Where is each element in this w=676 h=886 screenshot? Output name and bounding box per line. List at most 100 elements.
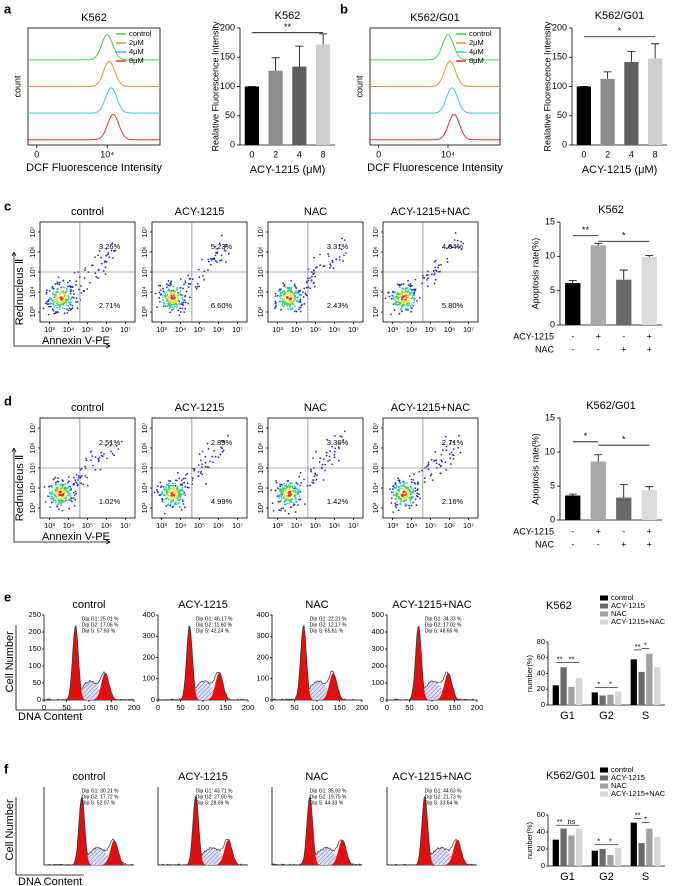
event-dot xyxy=(57,495,60,498)
bar xyxy=(591,692,598,705)
event-dot xyxy=(63,286,65,289)
x-tick-label: 10⁶ xyxy=(101,325,112,334)
event-dot xyxy=(75,297,78,300)
x-tick-label: 10⁵ xyxy=(425,325,436,334)
event-dot xyxy=(183,481,185,484)
event-dot xyxy=(413,299,416,301)
event-dot xyxy=(333,450,336,453)
event-dot xyxy=(171,491,174,494)
event-dot xyxy=(388,295,391,298)
event-dot xyxy=(416,488,419,491)
event-dot xyxy=(54,304,57,307)
legend-swatch xyxy=(600,619,608,625)
event-dot xyxy=(51,308,54,311)
event-dot xyxy=(100,262,103,265)
event-dot xyxy=(193,469,196,472)
event-dot xyxy=(157,491,159,494)
event-dot xyxy=(452,458,455,460)
event-dot xyxy=(54,476,57,479)
x-tick-label: 50 xyxy=(176,703,184,712)
event-dot xyxy=(430,473,433,475)
event-dot xyxy=(309,287,312,290)
histogram-curve xyxy=(370,113,500,141)
event-dot xyxy=(161,294,164,297)
condition-sign: - xyxy=(571,331,574,341)
event-dot xyxy=(295,481,298,484)
event-dot xyxy=(177,499,180,502)
event-dot xyxy=(294,305,296,308)
event-dot xyxy=(298,475,301,478)
bar xyxy=(615,691,622,705)
event-dot xyxy=(168,494,171,497)
event-dot xyxy=(75,284,77,286)
event-dot xyxy=(298,293,301,296)
event-dot xyxy=(296,491,299,493)
event-dot xyxy=(163,302,166,305)
condition-sign: + xyxy=(647,539,652,549)
bar xyxy=(599,849,606,866)
event-dot xyxy=(171,306,174,309)
y-tick-label: 0 xyxy=(541,861,545,870)
x-tick-label: 100 xyxy=(83,703,96,712)
event-dot xyxy=(444,435,447,438)
event-dot xyxy=(447,246,450,249)
event-dot xyxy=(338,259,341,261)
bar xyxy=(590,461,606,520)
error-bar xyxy=(619,269,628,280)
event-dot xyxy=(315,450,317,453)
event-dot xyxy=(186,486,189,489)
x-tick-label: 10³ xyxy=(272,325,283,334)
event-dot xyxy=(395,491,398,494)
event-dot xyxy=(65,297,68,300)
event-dot xyxy=(181,297,184,299)
histogram-outline xyxy=(386,625,477,701)
event-dot xyxy=(392,298,395,300)
event-dot xyxy=(165,297,167,299)
event-dot xyxy=(271,502,274,504)
event-dot xyxy=(182,500,184,502)
event-dot xyxy=(314,473,317,476)
bar xyxy=(616,497,632,520)
event-dot xyxy=(414,498,417,501)
event-dot xyxy=(322,265,325,268)
event-dot xyxy=(216,248,219,250)
y-tick-label: 20 xyxy=(537,684,545,693)
event-dot xyxy=(169,284,172,287)
quadrant-percent: 4.99% xyxy=(211,497,233,506)
event-dot xyxy=(313,269,315,272)
event-dot xyxy=(60,493,63,496)
event-dot xyxy=(115,444,118,447)
quadrant-percent: 2.89% xyxy=(211,438,233,447)
event-dot xyxy=(333,456,336,459)
bar xyxy=(646,828,653,866)
event-dot xyxy=(159,289,162,291)
event-dot xyxy=(404,298,406,301)
event-dot xyxy=(396,489,399,491)
y-tick-label: 10⁴ xyxy=(256,482,265,494)
event-dot xyxy=(67,309,70,312)
bar xyxy=(591,850,598,866)
event-dot xyxy=(56,486,59,489)
event-dot xyxy=(393,494,395,496)
x-tick-label: 10³ xyxy=(44,325,55,334)
event-dot xyxy=(166,294,169,296)
quadrant-percent: 6.60% xyxy=(211,301,233,310)
event-dot xyxy=(97,254,99,257)
x-tick-label: 10⁴ xyxy=(63,325,75,334)
y-tick-label: 10⁶ xyxy=(256,246,265,257)
event-dot xyxy=(343,430,346,433)
event-dot xyxy=(405,492,407,495)
event-dot xyxy=(165,486,167,489)
event-dot xyxy=(410,487,413,490)
event-dot xyxy=(170,492,173,495)
event-dot xyxy=(297,290,300,293)
event-dot xyxy=(201,473,204,476)
event-dot xyxy=(397,509,400,512)
event-dot xyxy=(90,459,92,462)
event-dot xyxy=(274,295,277,297)
event-dot xyxy=(71,307,74,309)
bar xyxy=(600,78,615,145)
event-dot xyxy=(404,307,407,310)
event-dot xyxy=(279,483,282,486)
event-dot xyxy=(77,476,80,479)
